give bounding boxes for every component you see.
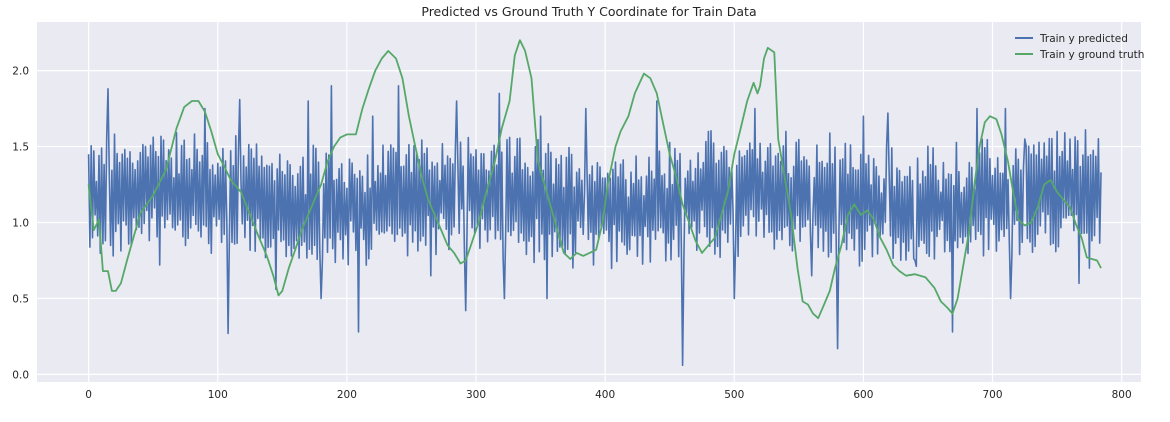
x-tick-label: 100 [208, 389, 228, 401]
legend: Train y predicted Train y ground truth [1015, 33, 1144, 61]
x-tick-label: 200 [337, 389, 357, 401]
x-tick-label: 400 [595, 389, 615, 401]
x-tick-label: 500 [724, 389, 744, 401]
chart-title: Predicted vs Ground Truth Y Coordinate f… [421, 4, 756, 19]
x-tick-label: 300 [466, 389, 486, 401]
x-tick-label: 700 [982, 389, 1002, 401]
y-tick-label: 0.0 [12, 369, 29, 381]
legend-label-ground-truth: Train y ground truth [1039, 49, 1144, 61]
series-line-ground-truth [87, 39, 1102, 320]
series-layer [87, 39, 1102, 367]
x-tick-label: 600 [853, 389, 873, 401]
y-tick-label: 2.0 [12, 66, 29, 78]
y-tick-label: 1.5 [12, 142, 29, 154]
x-tick-label: 0 [85, 389, 92, 401]
series-line-predicted [87, 85, 1102, 367]
y-tick-label: 0.5 [12, 293, 29, 305]
x-tick-label: 800 [1112, 389, 1132, 401]
ticks: 0 100 200 300 400 500 600 700 800 0.0 0.5 1.0 1.5 2.0 [12, 66, 1131, 401]
y-tick-label: 1.0 [12, 218, 29, 230]
legend-label-predicted: Train y predicted [1039, 33, 1128, 45]
